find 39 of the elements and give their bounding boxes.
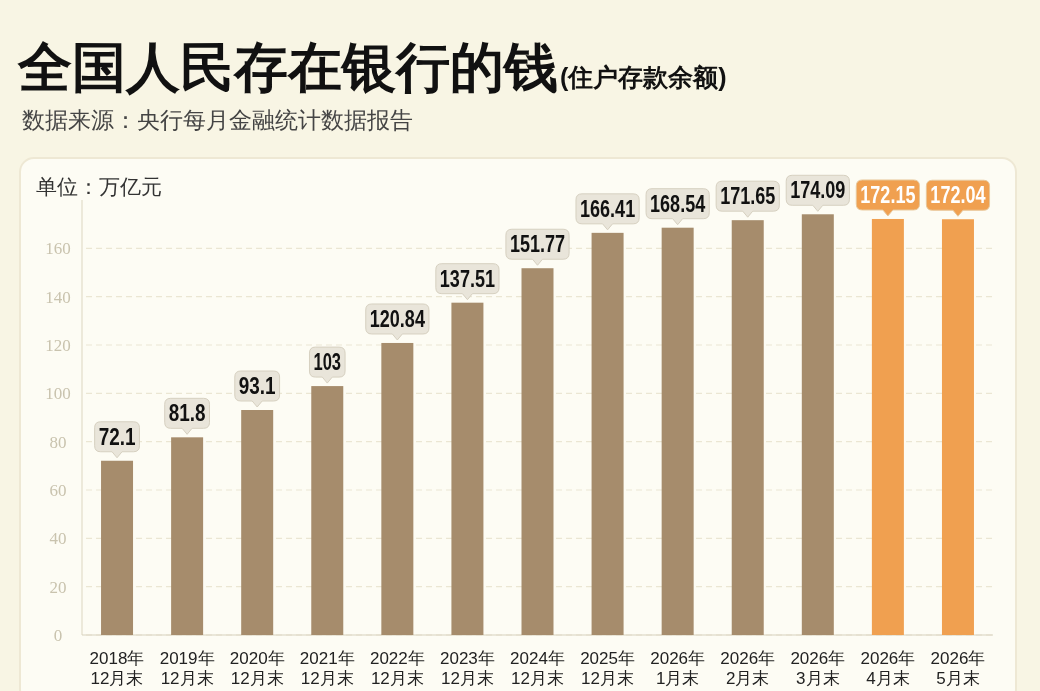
data-label: 72.1 [98, 423, 144, 450]
data-label: 172.15 [860, 181, 931, 208]
x-tick-label: 2019年 12月末 [159, 649, 215, 688]
y-tick-label: 160 [45, 239, 71, 259]
data-label: 151.77 [509, 231, 581, 258]
data-label: 103 [313, 349, 352, 376]
chart-subtitle: (住户存款余额) [560, 63, 727, 91]
y-tick-label: 140 [45, 287, 71, 307]
data-label: 166.41 [579, 195, 651, 222]
data-label: 168.54 [650, 190, 721, 217]
y-tick-label: 0 [53, 626, 63, 645]
y-tick-label: 20 [49, 577, 67, 597]
x-tick-label: 2025年 12月末 [580, 649, 635, 688]
data-label: 172.04 [930, 182, 1001, 209]
y-axis-title: 单位：万亿元 [36, 175, 162, 198]
y-tick-label: 60 [49, 481, 67, 500]
x-tick-label: 2026年 5月末 [930, 649, 986, 688]
x-tick-label: 2026年 2月末 [720, 649, 776, 688]
x-tick-label: 2026年 3月末 [790, 649, 846, 688]
x-tick-label: 2024年 12月末 [510, 649, 565, 688]
chart-title: 全国人民存在银行的钱 [17, 37, 558, 97]
x-tick-label: 2021年 12月末 [299, 649, 355, 688]
x-tick-label: 2018年 12月末 [89, 649, 145, 688]
source-note: 数据来源：央行每月金融统计数据报告 [22, 107, 413, 133]
y-tick-label: 80 [49, 432, 67, 452]
data-label: 81.8 [168, 400, 214, 427]
y-tick-label: 40 [49, 529, 67, 549]
data-label: 137.51 [439, 265, 511, 292]
data-label: 171.65 [720, 183, 791, 210]
data-label: 93.1 [238, 373, 284, 400]
y-tick-label: 120 [45, 336, 71, 355]
y-tick-label: 100 [45, 384, 71, 404]
data-label: 120.84 [369, 305, 441, 332]
x-tick-label: 2026年 1月末 [650, 649, 706, 688]
x-tick-label: 2026年 4月末 [860, 649, 916, 688]
data-label: 174.09 [790, 177, 861, 204]
x-tick-label: 2020年 12月末 [229, 649, 285, 688]
x-tick-label: 2022年 12月末 [369, 649, 425, 688]
x-tick-label: 2023年 12月末 [440, 649, 495, 688]
